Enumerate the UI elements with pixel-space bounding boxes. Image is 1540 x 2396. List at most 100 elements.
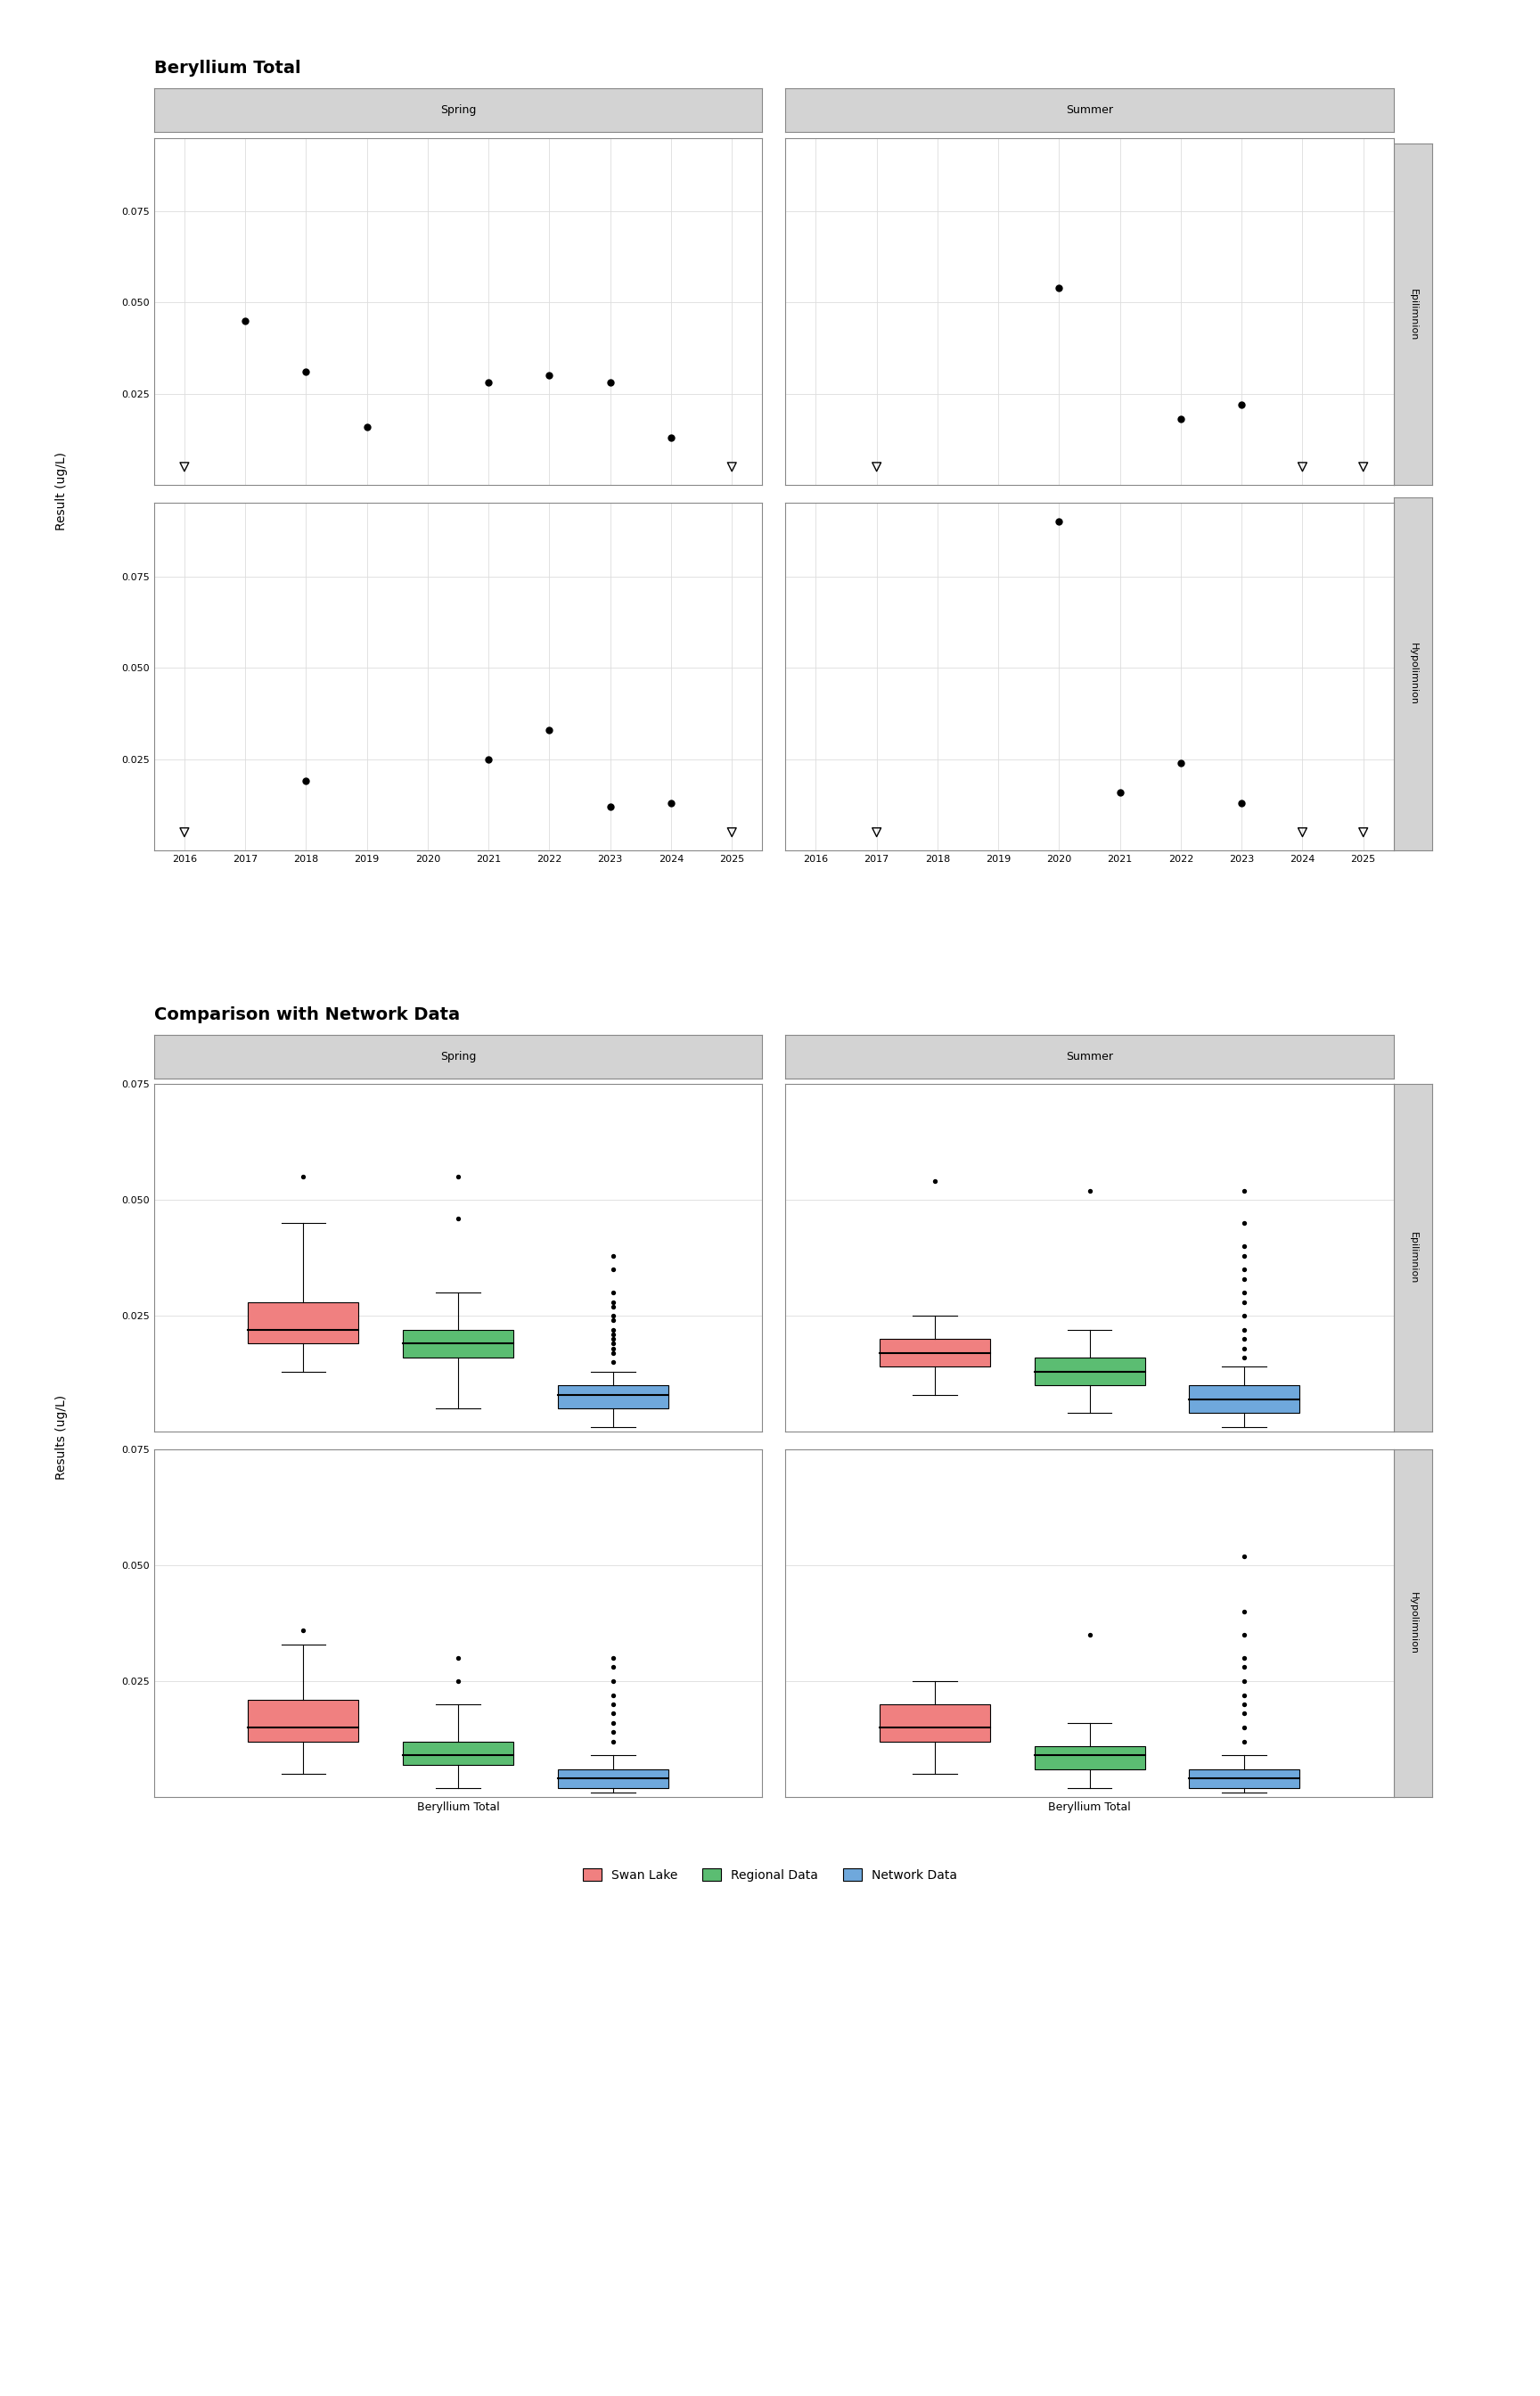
Point	[354, 407, 379, 446]
Point	[601, 1325, 625, 1363]
Point	[537, 357, 562, 395]
Point	[601, 1713, 625, 1751]
Point	[601, 1684, 625, 1723]
Point	[601, 1275, 625, 1313]
Bar	[1035, 1359, 1144, 1385]
Text: Epilimnion: Epilimnion	[1409, 1232, 1417, 1284]
Point	[1351, 812, 1375, 851]
Point	[476, 364, 501, 403]
Point	[294, 352, 319, 391]
Point	[1232, 1282, 1257, 1320]
Point	[864, 812, 889, 851]
Text: Spring: Spring	[440, 1052, 476, 1061]
Text: Comparison with Network Data: Comparison with Network Data	[154, 1006, 460, 1023]
Point	[601, 1236, 625, 1275]
Point	[1232, 1320, 1257, 1359]
Point	[1351, 448, 1375, 486]
Point	[601, 1296, 625, 1335]
Point	[601, 1251, 625, 1289]
Point	[445, 1200, 470, 1239]
Point	[1076, 1615, 1101, 1653]
Point	[601, 1663, 625, 1701]
Point	[1047, 268, 1072, 307]
Point	[1232, 1615, 1257, 1653]
Text: Spring: Spring	[440, 105, 476, 115]
Point	[864, 448, 889, 486]
Bar	[1189, 1385, 1300, 1414]
Bar	[879, 1339, 990, 1366]
Point	[1232, 1311, 1257, 1349]
Point	[291, 1157, 316, 1196]
Point	[1232, 1639, 1257, 1677]
Point	[1232, 1251, 1257, 1289]
Bar	[1189, 1768, 1300, 1787]
Point	[922, 1162, 947, 1200]
Point	[1232, 1260, 1257, 1299]
Text: Summer: Summer	[1066, 1052, 1113, 1061]
Point	[598, 364, 622, 403]
Point	[1232, 1296, 1257, 1335]
Text: Hypolimnion: Hypolimnion	[1409, 1591, 1417, 1656]
Point	[1232, 1694, 1257, 1732]
Point	[601, 1675, 625, 1713]
Bar	[557, 1768, 668, 1787]
Point	[233, 302, 257, 340]
Bar	[879, 1704, 990, 1742]
Point	[445, 1157, 470, 1196]
Point	[1232, 1723, 1257, 1761]
Point	[601, 1694, 625, 1732]
Point	[1232, 1330, 1257, 1368]
Point	[537, 712, 562, 750]
Point	[1232, 1648, 1257, 1687]
Point	[601, 1282, 625, 1320]
Point	[1232, 1593, 1257, 1632]
Point	[1229, 783, 1254, 822]
Point	[291, 1610, 316, 1648]
Text: Hypolimnion: Hypolimnion	[1409, 642, 1417, 704]
Point	[601, 1342, 625, 1380]
Point	[172, 448, 197, 486]
Text: Beryllium Total: Beryllium Total	[154, 60, 300, 77]
Point	[1232, 1663, 1257, 1701]
Point	[476, 740, 501, 779]
Point	[598, 788, 622, 827]
Point	[1232, 1675, 1257, 1713]
Point	[1232, 1275, 1257, 1313]
Point	[1232, 1172, 1257, 1210]
Point	[1229, 386, 1254, 424]
Bar	[403, 1742, 513, 1763]
Bar	[1035, 1747, 1144, 1768]
Point	[1232, 1536, 1257, 1574]
Point	[1232, 1205, 1257, 1244]
Point	[719, 812, 744, 851]
Bar	[403, 1330, 513, 1359]
Point	[294, 762, 319, 800]
Point	[601, 1311, 625, 1349]
Text: Result (ug/L): Result (ug/L)	[55, 453, 68, 530]
Point	[659, 419, 684, 458]
Point	[172, 812, 197, 851]
Point	[1291, 448, 1315, 486]
Legend: Swan Lake, Regional Data, Network Data: Swan Lake, Regional Data, Network Data	[578, 1864, 962, 1886]
Point	[601, 1723, 625, 1761]
Point	[601, 1335, 625, 1373]
Text: Epilimnion: Epilimnion	[1409, 288, 1417, 340]
Point	[1169, 400, 1193, 438]
Point	[1047, 503, 1072, 541]
Point	[1169, 743, 1193, 781]
Point	[601, 1315, 625, 1354]
Point	[659, 783, 684, 822]
Point	[601, 1330, 625, 1368]
Bar	[248, 1301, 359, 1344]
Point	[1232, 1708, 1257, 1747]
Point	[445, 1639, 470, 1677]
Point	[445, 1663, 470, 1701]
Point	[601, 1704, 625, 1742]
Point	[1291, 812, 1315, 851]
Point	[1232, 1227, 1257, 1265]
Bar	[248, 1699, 359, 1742]
Text: Summer: Summer	[1066, 105, 1113, 115]
Point	[601, 1320, 625, 1359]
Point	[1232, 1684, 1257, 1723]
Point	[601, 1648, 625, 1687]
